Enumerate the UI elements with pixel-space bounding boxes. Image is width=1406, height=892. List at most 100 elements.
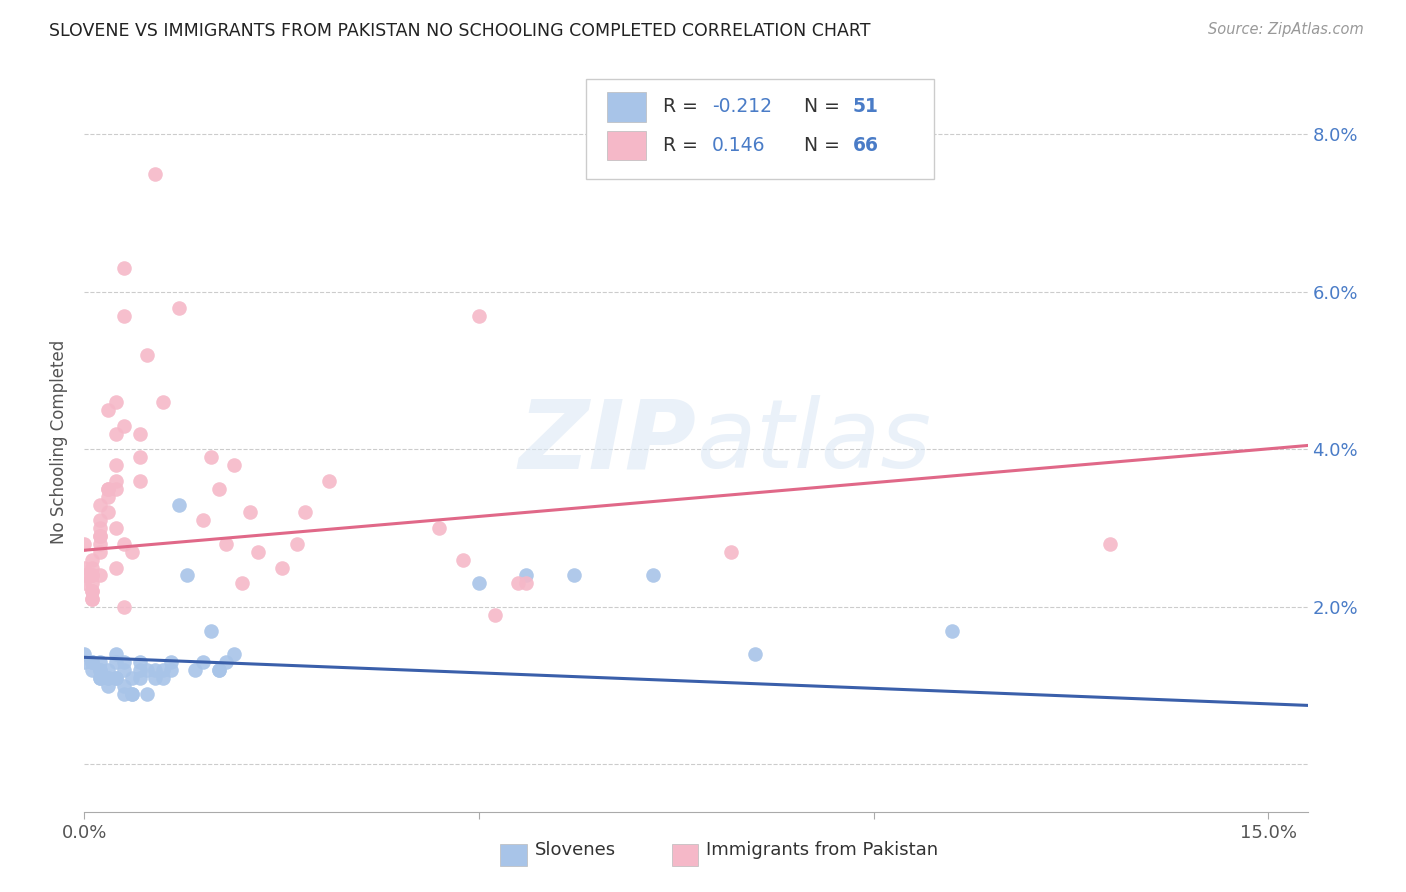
Point <box>136 348 159 362</box>
Point <box>184 663 207 677</box>
Point <box>89 537 111 551</box>
Point <box>104 426 127 441</box>
Point <box>104 671 127 685</box>
Point <box>215 537 238 551</box>
Point <box>89 663 111 677</box>
Point <box>82 655 104 669</box>
Point <box>73 655 96 669</box>
Point <box>515 568 537 582</box>
Bar <box>606 130 645 161</box>
Text: Source: ZipAtlas.com: Source: ZipAtlas.com <box>1208 22 1364 37</box>
Point <box>160 655 183 669</box>
Point <box>468 309 491 323</box>
Text: 66: 66 <box>852 136 879 155</box>
Point <box>484 607 506 622</box>
Point <box>112 655 135 669</box>
Point <box>112 663 135 677</box>
Point <box>112 418 135 433</box>
FancyBboxPatch shape <box>586 78 935 178</box>
Point <box>191 513 214 527</box>
Point <box>152 663 174 677</box>
Point <box>89 529 111 543</box>
Point <box>136 663 159 677</box>
Point <box>104 560 127 574</box>
Point <box>224 647 246 661</box>
Point <box>121 671 143 685</box>
Point <box>744 647 766 661</box>
Point <box>207 663 229 677</box>
Point <box>73 537 96 551</box>
Point <box>104 671 127 685</box>
Point <box>112 309 135 323</box>
Point <box>97 482 120 496</box>
Point <box>128 671 150 685</box>
Point <box>215 655 238 669</box>
Point <box>97 671 120 685</box>
Point <box>73 576 96 591</box>
Text: SLOVENE VS IMMIGRANTS FROM PAKISTAN NO SCHOOLING COMPLETED CORRELATION CHART: SLOVENE VS IMMIGRANTS FROM PAKISTAN NO S… <box>49 22 870 40</box>
Point <box>191 655 214 669</box>
Point <box>128 655 150 669</box>
Point <box>167 498 190 512</box>
Point <box>231 576 253 591</box>
Point <box>73 568 96 582</box>
Point <box>1099 537 1122 551</box>
Text: 51: 51 <box>852 97 879 116</box>
Point <box>128 474 150 488</box>
Point <box>128 663 150 677</box>
Point <box>145 167 167 181</box>
Point <box>720 545 742 559</box>
Text: R =: R = <box>664 97 704 116</box>
Point <box>641 568 664 582</box>
Point <box>136 687 159 701</box>
Point <box>104 655 127 669</box>
Text: ZIP: ZIP <box>517 395 696 488</box>
Point <box>152 671 174 685</box>
Point <box>239 505 262 519</box>
Point <box>207 482 229 496</box>
Text: Immigrants from Pakistan: Immigrants from Pakistan <box>706 841 938 859</box>
Point <box>82 592 104 607</box>
Text: R =: R = <box>664 136 704 155</box>
Point <box>508 576 530 591</box>
Point <box>429 521 451 535</box>
Point <box>468 576 491 591</box>
Point <box>128 450 150 465</box>
Point <box>152 395 174 409</box>
Point <box>97 679 120 693</box>
Point <box>82 576 104 591</box>
Point <box>97 505 120 519</box>
Point <box>82 568 104 582</box>
Point <box>82 560 104 574</box>
Bar <box>501 844 527 866</box>
Point <box>97 663 120 677</box>
Point <box>82 584 104 599</box>
Bar <box>606 92 645 121</box>
Point <box>207 663 229 677</box>
Point <box>89 545 111 559</box>
Point <box>82 568 104 582</box>
Point <box>97 482 120 496</box>
Point <box>145 671 167 685</box>
Point <box>562 568 585 582</box>
Point <box>104 395 127 409</box>
Point <box>89 521 111 535</box>
Point <box>97 403 120 417</box>
Point <box>89 498 111 512</box>
Text: N =: N = <box>804 136 845 155</box>
Point <box>104 458 127 472</box>
Point <box>451 552 474 566</box>
Point <box>97 671 120 685</box>
Point <box>97 490 120 504</box>
Point <box>104 474 127 488</box>
Point <box>82 655 104 669</box>
Point <box>104 521 127 535</box>
Point <box>160 663 183 677</box>
Point <box>200 450 222 465</box>
Point <box>82 663 104 677</box>
Point <box>112 261 135 276</box>
Point <box>73 560 96 574</box>
Point <box>89 671 111 685</box>
Point <box>121 545 143 559</box>
Point <box>89 529 111 543</box>
